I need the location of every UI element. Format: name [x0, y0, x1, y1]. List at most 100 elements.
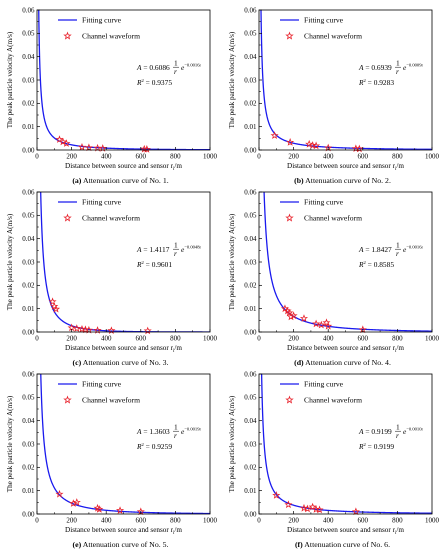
r-squared-value: 0.9199: [374, 442, 395, 451]
fit-coefficient: 0.6939: [371, 63, 392, 72]
legend-label-channel: Channel waveform: [82, 214, 140, 223]
r-squared-value: 0.9259: [152, 442, 173, 451]
legend-star-swatch: [63, 395, 72, 404]
x-tick-label: 1000: [203, 335, 218, 343]
fraction-denominator: r: [174, 249, 177, 258]
caption-id: (c): [73, 358, 82, 367]
y-tick-label: 0.05: [22, 30, 35, 38]
y-tick-label: 0.05: [244, 30, 257, 38]
data-point: [289, 311, 298, 320]
fitting-curve: [263, 192, 432, 332]
x-tick-label: 600: [358, 517, 369, 525]
legend-star-swatch: [285, 213, 294, 222]
r-squared: R2 = 0.9199: [358, 442, 394, 451]
x-axis-label-unit: /m: [174, 526, 182, 534]
data-point: [285, 308, 294, 317]
data-point: [308, 141, 317, 149]
data-point: [315, 505, 324, 514]
legend-label-channel: Channel waveform: [304, 396, 362, 405]
caption-id: (d): [294, 358, 304, 367]
x-axis-label-sub: i: [395, 167, 397, 172]
fit-coefficient: 1.4117: [149, 245, 169, 254]
y-tick-label: 0.04: [244, 235, 257, 243]
x-tick-label: 800: [170, 153, 181, 161]
y-tick-label: 0.04: [22, 235, 35, 243]
r-squared-value: 0.9375: [152, 78, 173, 87]
x-tick-label: 400: [101, 153, 112, 161]
legend-label-fitting: Fitting curve: [82, 198, 122, 207]
y-tick-label: 0.06: [244, 370, 257, 378]
x-axis-label-sub: i: [173, 531, 175, 536]
chart-panel-2: 0 200 400 600 800 1000 0.00 0.01 0.02 0.03 0.04 0.0…: [228, 6, 440, 185]
fit-coefficient: 0.6086: [149, 63, 170, 72]
data-point: [305, 139, 314, 148]
caption-id: (b): [294, 176, 304, 185]
x-tick-label: 1000: [425, 517, 440, 525]
data-point: [50, 302, 59, 310]
r-squared-value: 0.9283: [374, 78, 395, 87]
y-tick-label: 0.06: [22, 370, 35, 378]
panel-caption: (c) Attenuation curve of No. 3.: [73, 358, 169, 367]
legend-label-fitting: Fitting curve: [82, 380, 122, 389]
x-tick-label: 800: [170, 335, 181, 343]
data-point: [312, 141, 321, 150]
fit-exponential: e−0.0010r: [403, 427, 424, 437]
x-axis-label-unit: /m: [396, 526, 404, 534]
data-point: [142, 145, 151, 153]
r-squared: R2 = 0.8585: [358, 260, 394, 269]
legend-star-swatch: [285, 395, 294, 404]
caption-text: Attenuation curve of No. 2.: [305, 176, 391, 185]
fit-exponent: −0.0019r: [184, 427, 201, 432]
x-tick-label: 600: [136, 517, 147, 525]
fit-exponent: −0.0016r: [184, 63, 201, 68]
data-point: [284, 500, 293, 509]
y-axis-label: The peak particle velocity A(m/s): [6, 31, 14, 128]
y-tick-label: 0.05: [22, 394, 35, 402]
x-tick-label: 400: [323, 335, 334, 343]
y-tick-label: 0.06: [244, 188, 257, 196]
x-tick-label: 800: [170, 517, 181, 525]
y-tick-label: 0.03: [244, 258, 257, 266]
x-tick-label: 0: [257, 153, 261, 161]
x-tick-label: 1000: [203, 517, 218, 525]
chart-panel-6: 0 200 400 600 800 1000 0.00 0.01 0.02 0.03 0.04 0.0…: [228, 370, 440, 549]
fitting-curve: [38, 10, 210, 150]
data-point: [48, 297, 57, 306]
y-tick-label: 0.03: [22, 258, 35, 266]
legend-label-fitting: Fitting curve: [304, 198, 344, 207]
y-tick-label: 0.02: [244, 464, 257, 472]
x-axis-label: Distance between source and sensor ri/m: [287, 162, 404, 172]
r-squared: R2 = 0.9375: [136, 78, 172, 87]
x-axis-label-main: Distance between source and sensor r: [65, 162, 174, 170]
legend-star-swatch: [285, 31, 294, 40]
y-tick-label: 0.04: [22, 53, 35, 61]
x-axis-label-main: Distance between source and sensor r: [65, 344, 174, 352]
data-point: [55, 489, 64, 498]
fit-exponent: −0.0016r: [406, 245, 423, 250]
x-axis-label: Distance between source and sensor ri/m: [65, 344, 182, 354]
y-tick-label: 0.01: [22, 487, 35, 495]
data-point: [116, 506, 125, 514]
data-point: [62, 139, 71, 147]
chart-panel-5: 0 200 400 600 800 1000 0.00 0.01 0.02 0.03 0.04 0.0…: [6, 370, 218, 549]
data-point: [77, 324, 87, 333]
legend-label-fitting: Fitting curve: [304, 380, 344, 389]
y-tick-label: 0.04: [22, 417, 35, 425]
caption-id: (a): [72, 176, 81, 185]
panel-caption: (e) Attenuation curve of No. 5.: [73, 540, 169, 549]
y-tick-label: 0.00: [22, 146, 35, 154]
y-tick-label: 0.00: [244, 510, 257, 518]
data-point: [81, 325, 90, 334]
caption-id: (e): [73, 540, 82, 549]
legend-star-swatch: [63, 31, 72, 40]
x-tick-label: 0: [257, 335, 261, 343]
x-tick-label: 800: [392, 335, 403, 343]
y-tick-label: 0.01: [22, 305, 35, 313]
x-axis-label: Distance between source and sensor ri/m: [65, 162, 182, 172]
y-tick-label: 0.00: [22, 510, 35, 518]
legend-star-swatch: [63, 213, 72, 222]
caption-text: Attenuation curve of No. 4.: [305, 358, 391, 367]
y-tick-label: 0.06: [244, 6, 257, 14]
y-tick-label: 0.03: [244, 76, 257, 84]
fraction-numerator: 1: [174, 423, 178, 432]
